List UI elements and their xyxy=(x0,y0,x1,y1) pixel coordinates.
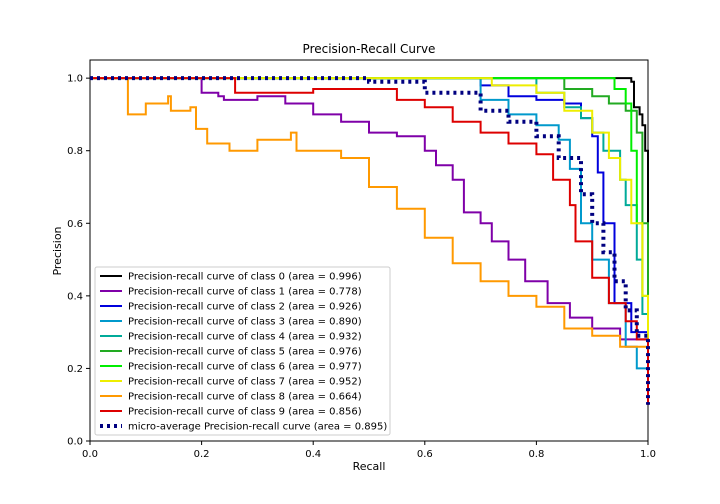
series-line-8 xyxy=(90,77,649,362)
x-tick-label: 1.0 xyxy=(640,449,656,460)
legend-label-2: Precision-recall curve of class 2 (area … xyxy=(128,302,362,313)
legend-label-4: Precision-recall curve of class 4 (area … xyxy=(128,332,362,343)
y-tick-label: 1.0 xyxy=(67,74,83,85)
y-tick-label: 0.4 xyxy=(67,291,83,302)
x-tick-label: 0.2 xyxy=(194,449,210,460)
legend-label-5: Precision-recall curve of class 5 (area … xyxy=(128,347,362,358)
legend-label-10: micro-average Precision-recall curve (ar… xyxy=(128,422,387,433)
ticks-layer: 0.0 0.2 0.4 0.6 0.8 1.0 0.0 0.2 0.4 0.6 0.8 1.0 xyxy=(67,74,656,460)
legend-label-3: Precision-recall curve of class 3 (area … xyxy=(128,317,362,328)
x-tick-label: 0.0 xyxy=(82,449,98,460)
x-tick-label: 0.8 xyxy=(528,449,544,460)
series-line-10 xyxy=(90,76,650,405)
x-tick-label: 0.6 xyxy=(417,449,433,460)
chart-title: Precision-Recall Curve xyxy=(303,42,436,56)
y-axis-label: Precision xyxy=(51,226,64,275)
legend-label-9: Precision-recall curve of class 9 (area … xyxy=(128,407,362,418)
y-tick-label: 0.0 xyxy=(67,437,83,448)
series-layer xyxy=(90,76,650,405)
legend-label-0: Precision-recall curve of class 0 (area … xyxy=(128,272,362,283)
x-tick-label: 0.4 xyxy=(305,449,321,460)
series-line-7 xyxy=(90,77,649,369)
legend-label-6: Precision-recall curve of class 6 (area … xyxy=(128,362,362,373)
legend-label-7: Precision-recall curve of class 7 (area … xyxy=(128,377,362,388)
legend-label-8: Precision-recall curve of class 8 (area … xyxy=(128,392,362,403)
y-tick-label: 0.8 xyxy=(67,146,83,157)
series-line-9 xyxy=(90,77,649,405)
legend-box xyxy=(94,266,391,436)
y-tick-label: 0.6 xyxy=(67,219,83,230)
y-tick-label: 0.2 xyxy=(67,364,83,375)
series-line-1 xyxy=(90,77,649,380)
legend-label-1: Precision-recall curve of class 1 (area … xyxy=(128,287,362,298)
series-line-5 xyxy=(90,77,649,369)
x-axis-label: Recall xyxy=(353,460,386,473)
legend: Precision-recall curve of class 0 (area … xyxy=(94,266,391,436)
series-line-0 xyxy=(90,77,649,405)
